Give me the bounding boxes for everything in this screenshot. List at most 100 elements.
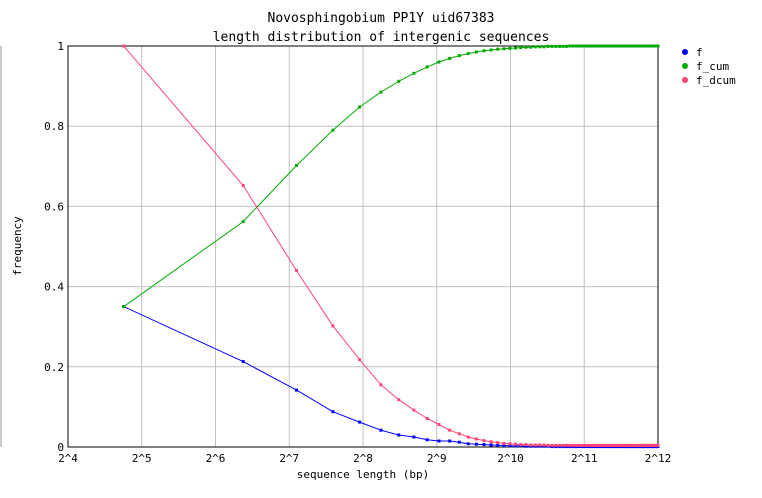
data-point [489,443,493,447]
chart-title: Novosphingobium PP1Y uid67383 [268,11,495,26]
data-point [639,44,643,48]
data-point [632,443,636,447]
data-point [641,44,645,48]
data-point [524,45,528,49]
data-point [634,443,638,447]
data-point [591,443,595,447]
data-point [565,44,568,48]
grid [68,46,658,447]
data-point [425,438,429,442]
data-point [623,44,627,48]
data-point [641,443,645,447]
data-point [514,444,517,448]
data-point [519,443,523,447]
legend-marker-f [682,49,688,55]
data-point [482,49,486,53]
data-point [489,440,493,444]
data-point [630,44,634,48]
data-point [397,433,401,437]
data-point [619,443,623,447]
data-point [586,44,590,48]
data-point [561,443,565,447]
x-axis-label: sequence length (bp) [297,468,429,481]
data-point [639,443,643,447]
data-point [580,44,584,48]
data-point [647,443,651,447]
x-tick-label: 2^9 [427,452,447,465]
data-point [457,432,461,436]
data-point [577,443,581,447]
data-point [613,44,617,48]
legend-label-f_cum: f_cum [696,60,729,73]
data-point [546,443,550,447]
data-point [448,56,452,60]
data-point [636,44,640,48]
data-point [241,184,245,187]
data-point [546,44,550,48]
data-point [358,420,362,424]
data-point [241,220,245,224]
data-point [656,443,660,447]
x-tick-labels: 2^4 2^5 2^6 2^7 2^8 2^9 2^10 2^11 2^12 [58,452,671,465]
data-point [617,443,621,447]
data-point [627,443,631,447]
data-point [358,358,362,362]
data-point [533,443,537,447]
data-point [586,443,590,447]
data-point [613,443,617,447]
data-point [615,443,619,447]
data-point [437,423,441,426]
data-point [474,50,478,54]
x-tick-label: 2^6 [206,452,226,465]
x-tick-label: 2^11 [571,452,598,465]
data-point [508,442,512,446]
data-point [625,443,629,447]
data-point [647,44,651,48]
data-point [574,443,578,447]
data-point [529,45,533,49]
y-tick-labels: 0 0.2 0.4 0.6 0.8 1 [44,40,64,454]
data-point [583,443,587,447]
data-point [608,443,612,447]
data-point [610,44,614,48]
data-point [599,443,603,447]
data-point [508,444,512,448]
data-point [466,435,470,439]
data-point [625,44,629,48]
data-point [619,44,623,48]
data-point [379,428,383,432]
data-point [466,442,470,446]
data-point [524,443,528,447]
data-point [644,443,648,447]
data-point [583,44,587,48]
data-point [561,44,565,48]
x-tick-label: 2^5 [132,452,152,465]
data-point [295,388,298,392]
data-point [514,46,517,50]
data-point [397,79,401,83]
data-point [574,44,578,48]
data-point [397,398,401,402]
data-point [601,443,605,447]
data-point [331,410,335,414]
data-point [474,437,478,441]
data-point [636,443,640,447]
data-point [621,44,625,48]
data-point [489,48,493,52]
data-point [656,44,660,48]
data-point [601,44,605,48]
data-point [122,305,126,309]
data-point [412,408,416,412]
data-point [634,44,638,48]
data-point [496,441,500,445]
data-point [448,439,452,443]
data-point [425,417,429,420]
data-point [496,443,500,447]
data-point [529,443,533,447]
data-point [558,443,561,447]
data-point [608,44,612,48]
data-point [637,443,641,447]
x-tick-label: 2^4 [58,452,78,465]
